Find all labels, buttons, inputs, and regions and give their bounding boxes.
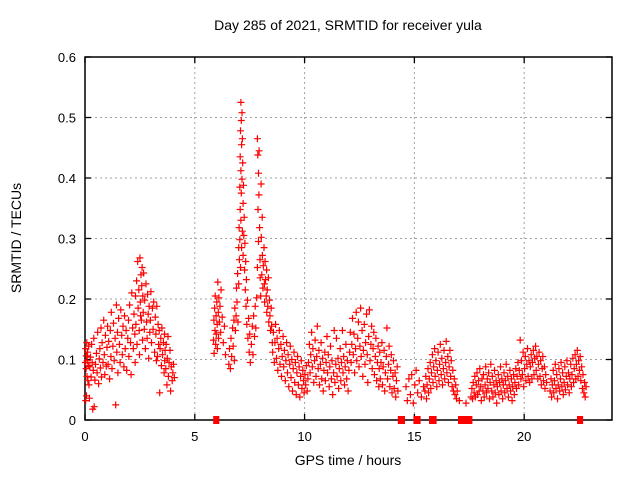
x-tick-label: 20	[517, 429, 531, 444]
y-tick-label: 0.2	[58, 292, 76, 307]
grid-lines	[85, 57, 612, 420]
x-tick-label: 5	[191, 429, 198, 444]
data-points	[81, 98, 590, 424]
y-tick-label: 0.1	[58, 353, 76, 368]
y-tick-label: 0.6	[58, 50, 76, 65]
y-tick-label: 0	[69, 413, 76, 428]
x-tick-label: 10	[297, 429, 311, 444]
x-tick-label: 0	[81, 429, 88, 444]
zero-value-marker	[578, 416, 584, 424]
y-tick-label: 0.3	[58, 232, 76, 247]
zero-value-marker	[460, 416, 466, 424]
chart-title: Day 285 of 2021, SRMTID for receiver yul…	[214, 17, 482, 33]
zero-value-marker	[415, 416, 421, 424]
x-axis-label: GPS time / hours	[295, 452, 402, 468]
y-axis-label: SRMTID / TECUs	[8, 183, 24, 293]
zero-value-marker	[214, 416, 220, 424]
y-tick-label: 0.4	[58, 171, 76, 186]
zero-value-marker	[431, 416, 437, 424]
zero-value-marker	[467, 416, 473, 424]
tick-labels: 0 5 10 15 20 0 0.1 0.2 0.3 0.4 0.5 0.6	[58, 50, 531, 444]
x-tick-label: 15	[407, 429, 421, 444]
plot-border	[84, 56, 613, 421]
y-tick-label: 0.5	[58, 111, 76, 126]
zero-value-marker	[400, 416, 405, 424]
scatter-plus-markers	[81, 98, 590, 413]
